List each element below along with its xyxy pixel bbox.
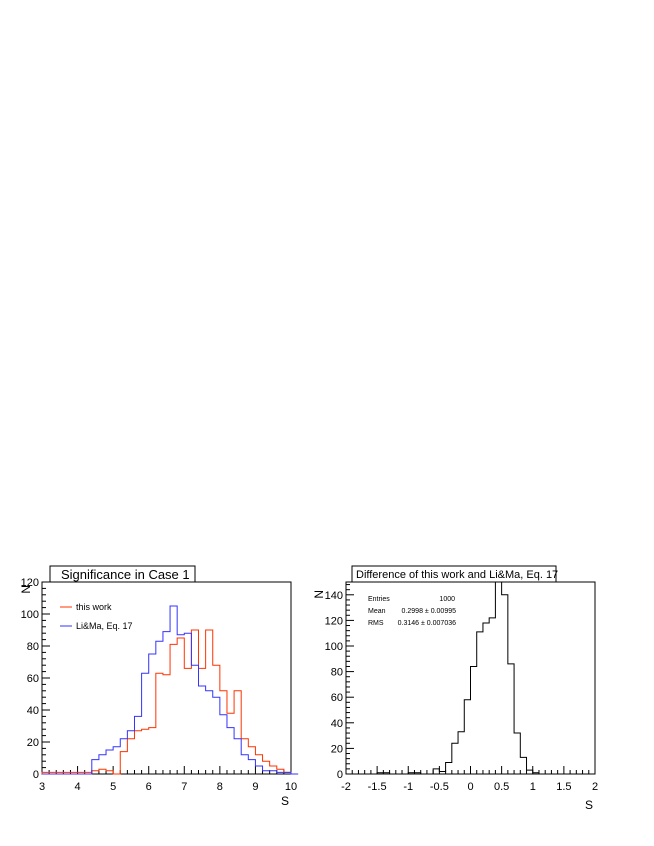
y-axis-title: N <box>312 590 326 599</box>
x-tick-label: 4 <box>75 781 81 793</box>
stats-rms-label: RMS <box>368 620 384 627</box>
x-tick-label: 10 <box>285 781 297 793</box>
x-tick-label: 7 <box>181 781 187 793</box>
x-tick-label: 9 <box>252 781 258 793</box>
y-tick-label: 120 <box>325 615 343 627</box>
y-tick-label: 120 <box>21 577 39 589</box>
x-axis-title: S <box>585 798 593 812</box>
title-box <box>351 565 557 583</box>
x-tick-label: 6 <box>146 781 152 793</box>
legend-label-this-work: this work <box>76 602 112 612</box>
x-tick-label: -1 <box>403 781 413 793</box>
x-tick-label: 1 <box>530 781 536 793</box>
histogram-series-0 <box>41 629 299 775</box>
y-tick-label: 60 <box>27 673 39 685</box>
stats-entries-label: Entries <box>368 596 390 603</box>
y-tick-label: 20 <box>331 743 343 755</box>
y-tick-label: 0 <box>337 769 343 781</box>
histogram-series-1 <box>42 605 299 775</box>
histogram-series <box>346 581 595 775</box>
histogram-series <box>41 605 299 775</box>
y-tick-label: 100 <box>325 641 343 653</box>
x-tick-label: 1.5 <box>556 781 571 793</box>
x-tick-label: 3 <box>39 781 45 793</box>
x-tick-label: -1.5 <box>368 781 387 793</box>
y-tick-label: 60 <box>331 692 343 704</box>
x-tick-label: -0.5 <box>430 781 449 793</box>
x-tick-label: -2 <box>341 781 351 793</box>
stats-mean-label: Mean <box>368 608 386 615</box>
title-box <box>49 565 196 583</box>
x-axis-ticks: 3 4 5 6 7 8 9 10 <box>39 766 297 793</box>
stats-mean-value: 0.2998 ± 0.00995 <box>402 608 457 615</box>
x-tick-label: 0.5 <box>494 781 509 793</box>
y-tick-label: 40 <box>27 705 39 717</box>
stats-entries-value: 1000 <box>439 596 455 603</box>
difference-histogram-panel: 0 20 40 60 80 100 120 140 -2 -1.5 -1 -0.5 0 0.5 1 1.5 2… <box>312 565 598 812</box>
x-tick-label: 2 <box>592 781 598 793</box>
chart-title: Significance in Case 1 <box>61 567 190 582</box>
x-axis-ticks: -2 -1.5 -1 -0.5 0 0.5 1 1.5 2 <box>341 766 598 793</box>
significance-histogram-panel: 0 20 40 60 80 100 120 3 4 5 6 7 8 9 10 Significance i… <box>19 565 299 808</box>
y-tick-label: 140 <box>325 590 343 602</box>
y-axis-title: N <box>19 585 33 594</box>
y-tick-label: 80 <box>331 667 343 679</box>
x-tick-label: 5 <box>110 781 116 793</box>
y-tick-label: 100 <box>21 609 39 621</box>
histogram-series-0 <box>346 581 595 775</box>
y-tick-label: 20 <box>27 737 39 749</box>
y-axis-ticks: 0 20 40 60 80 100 120 <box>21 577 50 781</box>
legend-label-lima: Li&Ma, Eq. 17 <box>76 621 133 631</box>
x-tick-label: 0 <box>467 781 473 793</box>
chart-title: Difference of this work and Li&Ma, Eq. 1… <box>356 569 558 581</box>
y-axis-ticks: 0 20 40 60 80 100 120 140 <box>325 584 354 781</box>
y-tick-label: 0 <box>33 769 39 781</box>
y-tick-label: 40 <box>331 718 343 730</box>
x-axis-title: S <box>281 794 289 808</box>
x-tick-label: 8 <box>217 781 223 793</box>
y-tick-label: 80 <box>27 641 39 653</box>
stats-rms-value: 0.3146 ± 0.007036 <box>398 620 456 627</box>
